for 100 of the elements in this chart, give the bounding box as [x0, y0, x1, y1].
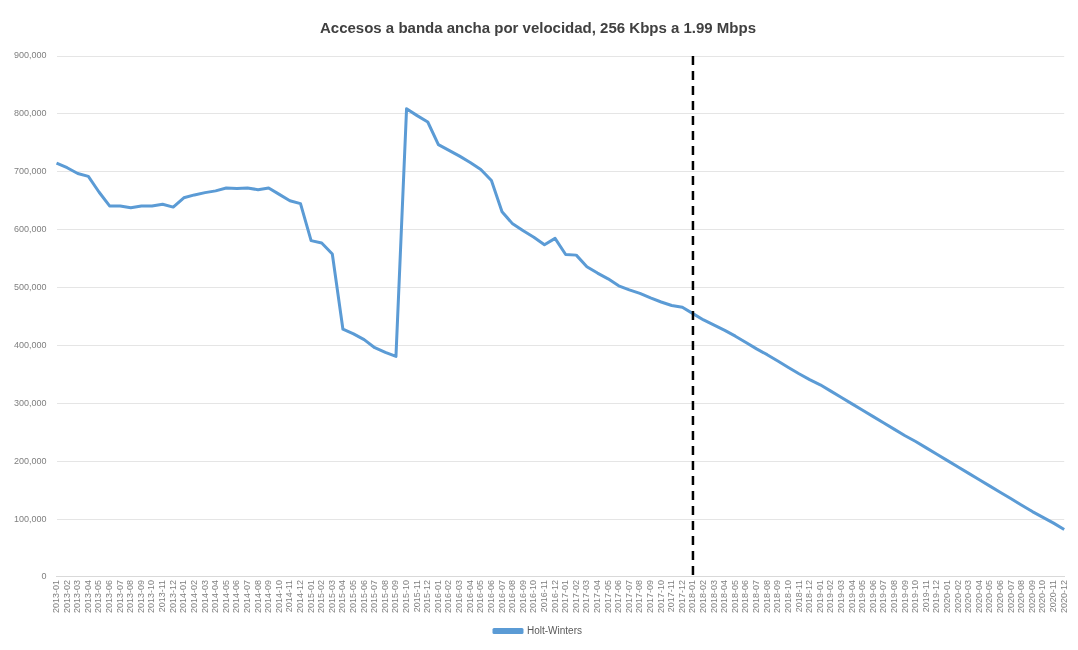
- x-tick-label: 2020-02: [952, 579, 963, 613]
- chart-title: Accesos a banda ancha por velocidad, 256 Kbps a 1.99 Mbps: [320, 19, 756, 37]
- x-tick-label: 2018-08: [761, 579, 772, 613]
- x-tick-label: 2015-04: [337, 579, 348, 613]
- x-tick-label: 2013-01: [51, 579, 62, 613]
- x-tick-label: 2014-04: [210, 579, 221, 613]
- legend-label: Holt-Winters: [527, 624, 583, 636]
- x-tick-label: 2016-07: [496, 579, 507, 613]
- x-tick-label: 2015-08: [379, 579, 390, 613]
- x-tick-label: 2015-01: [305, 579, 316, 613]
- x-tick-label: 2014-10: [273, 579, 284, 613]
- x-tick-label: 2014-07: [241, 579, 252, 613]
- x-tick-label: 2020-03: [963, 579, 974, 613]
- x-tick-label: 2016-10: [528, 579, 539, 613]
- x-tick-label: 2013-02: [61, 579, 72, 613]
- x-tick-label: 2017-01: [560, 579, 571, 613]
- x-tick-label: 2015-05: [348, 579, 359, 613]
- x-tick-label: 2013-08: [125, 579, 136, 613]
- x-tick-label: 2014-03: [199, 579, 210, 613]
- x-tick-label: 2016-02: [443, 579, 454, 613]
- x-tick-label: 2020-05: [984, 579, 995, 613]
- x-tick-label: 2013-10: [146, 579, 157, 613]
- x-tick-label: 2020-01: [942, 579, 953, 613]
- x-tick-label: 2020-04: [973, 579, 984, 613]
- x-tick-label: 2018-03: [708, 579, 719, 613]
- y-tick-label: 300,000: [13, 397, 47, 408]
- y-tick-label: 600,000: [13, 224, 47, 235]
- x-tick-label: 2017-04: [591, 579, 602, 613]
- x-tick-label: 2015-03: [326, 579, 337, 613]
- x-tick-label: 2019-10: [910, 579, 921, 613]
- x-tick-label: 2018-02: [698, 579, 709, 613]
- x-tick-label: 2013-07: [114, 579, 125, 613]
- x-tick-label: 2015-10: [401, 579, 412, 613]
- x-tick-label: 2018-06: [740, 579, 751, 613]
- x-tick-label: 2018-04: [719, 579, 730, 613]
- x-tick-label: 2016-08: [507, 579, 518, 613]
- x-tick-label: 2015-12: [422, 579, 433, 613]
- x-tick-label: 2019-01: [814, 579, 825, 613]
- x-tick-label: 2020-09: [1026, 579, 1037, 613]
- x-tick-label: 2015-06: [358, 579, 369, 613]
- x-tick-label: 2017-03: [581, 579, 592, 613]
- x-tick-label: 2020-07: [1005, 579, 1016, 613]
- x-tick-label: 2014-06: [231, 579, 242, 613]
- x-tick-label: 2014-05: [220, 579, 231, 613]
- x-tick-label: 2013-03: [72, 579, 83, 613]
- y-tick-label: 0: [41, 571, 47, 582]
- x-tick-label: 2017-09: [645, 579, 656, 613]
- x-tick-label: 2019-03: [835, 579, 846, 613]
- x-tick-label: 2017-12: [676, 579, 687, 613]
- x-tick-label: 2014-11: [284, 579, 295, 613]
- y-tick-label: 400,000: [13, 339, 47, 350]
- x-tick-label: 2015-02: [316, 579, 327, 613]
- x-tick-label: 2017-07: [623, 579, 634, 613]
- x-tick-label: 2016-11: [538, 579, 549, 613]
- x-tick-label: 2020-11: [1048, 579, 1059, 613]
- x-tick-label: 2018-07: [751, 579, 762, 613]
- x-tick-label: 2016-12: [549, 579, 560, 613]
- x-tick-label: 2019-04: [846, 579, 857, 613]
- x-tick-label: 2018-01: [687, 579, 698, 613]
- x-tick-label: 2016-01: [432, 579, 443, 613]
- x-tick-label: 2020-06: [995, 579, 1006, 613]
- x-tick-label: 2017-06: [613, 579, 624, 613]
- x-tick-label: 2016-06: [485, 579, 496, 613]
- x-tick-label: 2016-04: [464, 579, 475, 613]
- x-tick-label: 2018-12: [804, 579, 815, 613]
- x-tick-label: 2019-09: [899, 579, 910, 613]
- x-tick-label: 2014-01: [178, 579, 189, 613]
- x-tick-label: 2019-08: [888, 579, 899, 613]
- x-tick-label: 2019-05: [857, 579, 868, 613]
- x-tick-label: 2018-05: [729, 579, 740, 613]
- x-tick-label: 2016-09: [517, 579, 528, 613]
- x-tick-label: 2019-11: [920, 579, 931, 613]
- x-tick-label: 2020-10: [1037, 579, 1048, 613]
- x-tick-label: 2014-09: [263, 579, 274, 613]
- x-tick-label: 2017-08: [634, 579, 645, 613]
- x-tick-label: 2017-10: [655, 579, 666, 613]
- x-tick-label: 2018-09: [772, 579, 783, 613]
- x-tick-label: 2017-05: [602, 579, 613, 613]
- y-tick-label: 900,000: [13, 50, 47, 61]
- x-tick-label: 2013-05: [93, 579, 104, 613]
- x-tick-label: 2016-05: [475, 579, 486, 613]
- x-tick-label: 2017-11: [666, 579, 677, 613]
- x-tick-label: 2019-06: [867, 579, 878, 613]
- x-tick-label: 2019-07: [878, 579, 889, 613]
- x-tick-label: 2020-08: [1016, 579, 1027, 613]
- y-tick-label: 800,000: [13, 108, 47, 119]
- x-tick-label: 2014-12: [294, 579, 305, 613]
- x-tick-label: 2017-02: [570, 579, 581, 613]
- x-tick-label: 2020-12: [1058, 579, 1069, 613]
- y-tick-label: 500,000: [13, 282, 47, 293]
- x-tick-label: 2015-09: [390, 579, 401, 613]
- x-tick-label: 2018-11: [793, 579, 804, 613]
- x-tick-label: 2016-03: [454, 579, 465, 613]
- y-tick-label: 200,000: [13, 455, 47, 466]
- x-tick-label: 2014-02: [188, 579, 199, 613]
- x-tick-label: 2013-12: [167, 579, 178, 613]
- x-tick-label: 2013-04: [82, 579, 93, 613]
- x-tick-label: 2018-10: [782, 579, 793, 613]
- x-tick-label: 2013-11: [157, 579, 168, 613]
- x-tick-label: 2015-07: [369, 579, 380, 613]
